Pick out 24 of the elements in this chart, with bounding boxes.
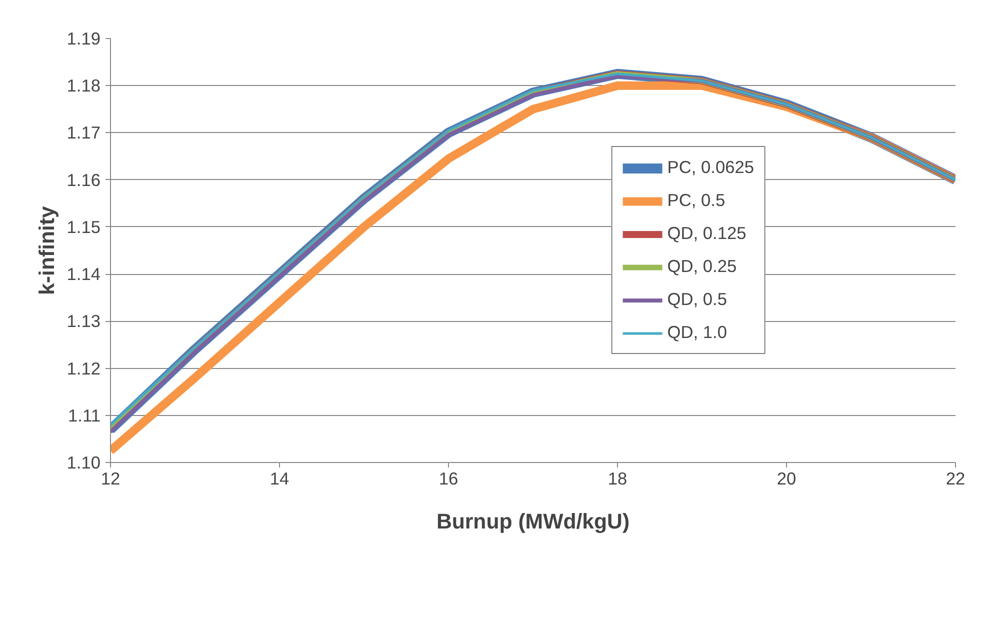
x-tick-label: 16	[438, 468, 458, 488]
legend-label: PC, 0.5	[667, 190, 726, 211]
x-axis-title: Burnup (MWd/kgU)	[436, 510, 630, 534]
x-tick-label: 22	[946, 468, 966, 488]
legend-label: QD, 1.0	[667, 322, 728, 343]
legend-label: QD, 0.25	[667, 256, 737, 277]
x-tick-label: 14	[270, 468, 290, 488]
y-tick-label: 1.13	[66, 311, 101, 332]
legend-label: QD, 0.5	[667, 289, 728, 310]
y-tick-label: 1.14	[66, 264, 101, 284]
y-tick-label: 1.18	[66, 76, 101, 96]
x-tick-label: 12	[100, 468, 120, 488]
y-tick-label: 1.16	[66, 170, 101, 190]
y-tick-label: 1.11	[68, 405, 101, 426]
x-tick-label: 20	[776, 468, 796, 488]
legend-label: PC, 0.0625	[667, 157, 754, 178]
y-tick-label: 1.17	[66, 122, 101, 143]
y-axis-title: k-infinity	[34, 206, 59, 295]
x-tick-label: 18	[608, 468, 628, 488]
legend-label: QD, 0.125	[667, 223, 746, 244]
y-tick-label: 1.15	[66, 216, 101, 237]
y-tick-label: 1.12	[66, 358, 101, 378]
y-tick-label: 1.19	[66, 28, 101, 48]
y-tick-label: 1.10	[66, 452, 101, 472]
